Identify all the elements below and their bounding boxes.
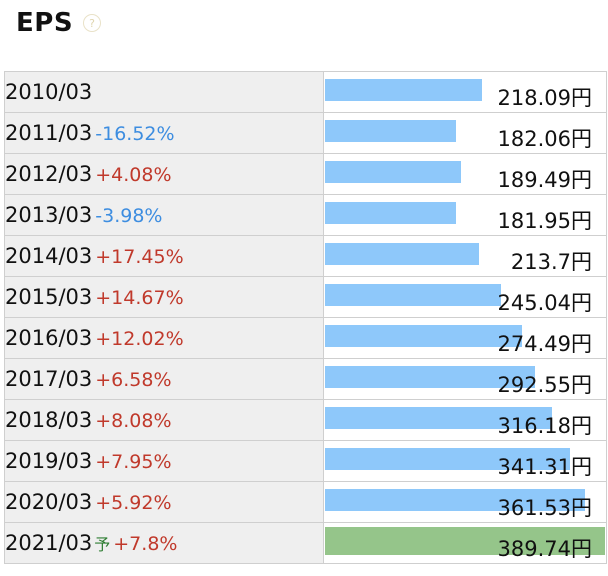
bar-cell: 292.55円: [323, 358, 607, 400]
table-row: 2019/03 +7.95% 341.31円: [4, 440, 607, 482]
bar-cell: 189.49円: [323, 153, 607, 195]
change-label: -16.52%: [95, 123, 175, 145]
value-label: 213.7円: [510, 250, 592, 274]
table-row: 2021/03 予 +7.8% 389.74円: [4, 522, 607, 564]
change-label: +7.8%: [113, 533, 178, 555]
year-label: 2016/03: [5, 326, 93, 350]
row-label: 2015/03 +14.67%: [4, 276, 324, 318]
eps-bar: [325, 489, 585, 511]
change-label: +8.08%: [95, 410, 172, 432]
year-label: 2020/03: [5, 490, 93, 514]
value-label: 341.31円: [497, 455, 592, 479]
bar-cell: 213.7円: [323, 235, 607, 277]
value-label: 181.95円: [497, 209, 592, 233]
eps-bar: [325, 120, 456, 142]
year-label: 2014/03: [5, 244, 93, 268]
table-row: 2017/03 +6.58% 292.55円: [4, 358, 607, 400]
eps-bar: [325, 284, 501, 306]
change-label: +5.92%: [95, 492, 172, 514]
value-label: 274.49円: [497, 332, 592, 356]
table-row: 2012/03 +4.08% 189.49円: [4, 153, 607, 195]
chart-title: EPS: [16, 8, 74, 38]
bar-cell: 182.06円: [323, 112, 607, 154]
table-row: 2011/03 -16.52% 182.06円: [4, 112, 607, 154]
chart-header: EPS ?: [16, 6, 102, 40]
year-label: 2011/03: [5, 121, 93, 145]
year-label: 2019/03: [5, 449, 93, 473]
eps-table: 2010/03 218.09円 2011/03 -16.52% 182.06円 2012/…: [4, 71, 607, 564]
row-label: 2018/03 +8.08%: [4, 399, 324, 441]
bar-cell: 316.18円: [323, 399, 607, 441]
table-row: 2013/03 -3.98% 181.95円: [4, 194, 607, 236]
change-label: +6.58%: [95, 369, 172, 391]
row-label: 2020/03 +5.92%: [4, 481, 324, 523]
row-label: 2013/03 -3.98%: [4, 194, 324, 236]
table-row: 2020/03 +5.92% 361.53円: [4, 481, 607, 523]
year-label: 2018/03: [5, 408, 93, 432]
year-label: 2021/03: [5, 531, 93, 555]
row-label: 2019/03 +7.95%: [4, 440, 324, 482]
row-label: 2014/03 +17.45%: [4, 235, 324, 277]
bar-cell: 218.09円: [323, 71, 607, 113]
bar-cell: 245.04円: [323, 276, 607, 318]
row-label: 2021/03 予 +7.8%: [4, 522, 324, 564]
table-row: 2018/03 +8.08% 316.18円: [4, 399, 607, 441]
row-label: 2017/03 +6.58%: [4, 358, 324, 400]
eps-bar: [325, 202, 456, 224]
change-label: +14.67%: [95, 287, 184, 309]
table-row: 2014/03 +17.45% 213.7円: [4, 235, 607, 277]
eps-bar: [325, 243, 479, 265]
year-label: 2017/03: [5, 367, 93, 391]
eps-bar: [325, 79, 482, 101]
year-label: 2010/03: [5, 80, 93, 104]
table-row: 2010/03 218.09円: [4, 71, 607, 113]
change-label: +7.95%: [95, 451, 172, 473]
value-label: 316.18円: [497, 414, 592, 438]
change-label: +4.08%: [95, 164, 172, 186]
eps-bar: [325, 407, 552, 429]
change-label: -3.98%: [95, 205, 163, 227]
value-label: 189.49円: [497, 168, 592, 192]
row-label: 2010/03: [4, 71, 324, 113]
row-label: 2011/03 -16.52%: [4, 112, 324, 154]
bar-cell: 361.53円: [323, 481, 607, 523]
table-row: 2016/03 +12.02% 274.49円: [4, 317, 607, 359]
year-label: 2015/03: [5, 285, 93, 309]
row-label: 2016/03 +12.02%: [4, 317, 324, 359]
change-label: +17.45%: [95, 246, 184, 268]
table-row: 2015/03 +14.67% 245.04円: [4, 276, 607, 318]
value-label: 389.74円: [497, 537, 592, 561]
eps-bar: [325, 325, 522, 347]
eps-bar: [325, 527, 605, 555]
value-label: 182.06円: [497, 127, 592, 151]
value-label: 245.04円: [497, 291, 592, 315]
eps-bar: [325, 448, 570, 470]
row-label: 2012/03 +4.08%: [4, 153, 324, 195]
forecast-mark: 予: [94, 535, 111, 554]
value-label: 218.09円: [497, 86, 592, 110]
year-label: 2013/03: [5, 203, 93, 227]
eps-bar: [325, 366, 535, 388]
value-label: 361.53円: [497, 496, 592, 520]
change-label: +12.02%: [95, 328, 184, 350]
bar-cell: 181.95円: [323, 194, 607, 236]
year-label: 2012/03: [5, 162, 93, 186]
bar-cell: 341.31円: [323, 440, 607, 482]
bar-cell: 274.49円: [323, 317, 607, 359]
eps-bar: [325, 161, 461, 183]
bar-cell: 389.74円: [323, 522, 607, 564]
question-circle-icon[interactable]: ?: [83, 14, 102, 32]
value-label: 292.55円: [497, 373, 592, 397]
